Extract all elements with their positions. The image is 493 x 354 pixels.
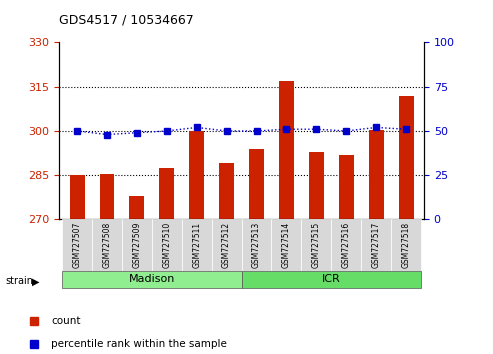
Bar [219, 164, 234, 219]
Text: count: count [51, 316, 81, 326]
Text: GSM727516: GSM727516 [342, 222, 351, 268]
Bar [152, 219, 182, 271]
Bar [211, 219, 242, 271]
Bar [130, 196, 144, 219]
Text: ▶: ▶ [32, 276, 39, 286]
Bar [242, 271, 421, 287]
Bar [279, 81, 294, 219]
Bar [92, 219, 122, 271]
Bar [249, 149, 264, 219]
Text: GDS4517 / 10534667: GDS4517 / 10534667 [59, 13, 194, 27]
Text: GSM727515: GSM727515 [312, 222, 321, 268]
Bar [309, 152, 324, 219]
Text: GSM727518: GSM727518 [401, 222, 411, 268]
Bar [182, 219, 211, 271]
Bar [62, 219, 92, 271]
Text: GSM727510: GSM727510 [162, 222, 171, 268]
Text: percentile rank within the sample: percentile rank within the sample [51, 339, 227, 349]
Text: ICR: ICR [322, 274, 341, 284]
Bar [361, 219, 391, 271]
Bar [70, 175, 85, 219]
Text: Madison: Madison [129, 274, 175, 284]
Text: GSM727511: GSM727511 [192, 222, 201, 268]
Bar [391, 219, 421, 271]
Bar [331, 219, 361, 271]
Bar [159, 168, 175, 219]
Text: GSM727517: GSM727517 [372, 222, 381, 268]
Text: GSM727512: GSM727512 [222, 222, 231, 268]
Bar [122, 219, 152, 271]
Bar [369, 130, 384, 219]
Bar [242, 219, 272, 271]
Bar [339, 155, 353, 219]
Text: GSM727513: GSM727513 [252, 222, 261, 268]
Bar [301, 219, 331, 271]
Bar [62, 271, 242, 287]
Text: GSM727508: GSM727508 [103, 222, 111, 268]
Bar [398, 96, 414, 219]
Bar [272, 219, 301, 271]
Text: strain: strain [5, 276, 33, 286]
Text: GSM727514: GSM727514 [282, 222, 291, 268]
Text: GSM727509: GSM727509 [133, 222, 141, 268]
Text: GSM727507: GSM727507 [72, 222, 82, 268]
Bar [189, 131, 204, 219]
Bar [100, 174, 114, 219]
